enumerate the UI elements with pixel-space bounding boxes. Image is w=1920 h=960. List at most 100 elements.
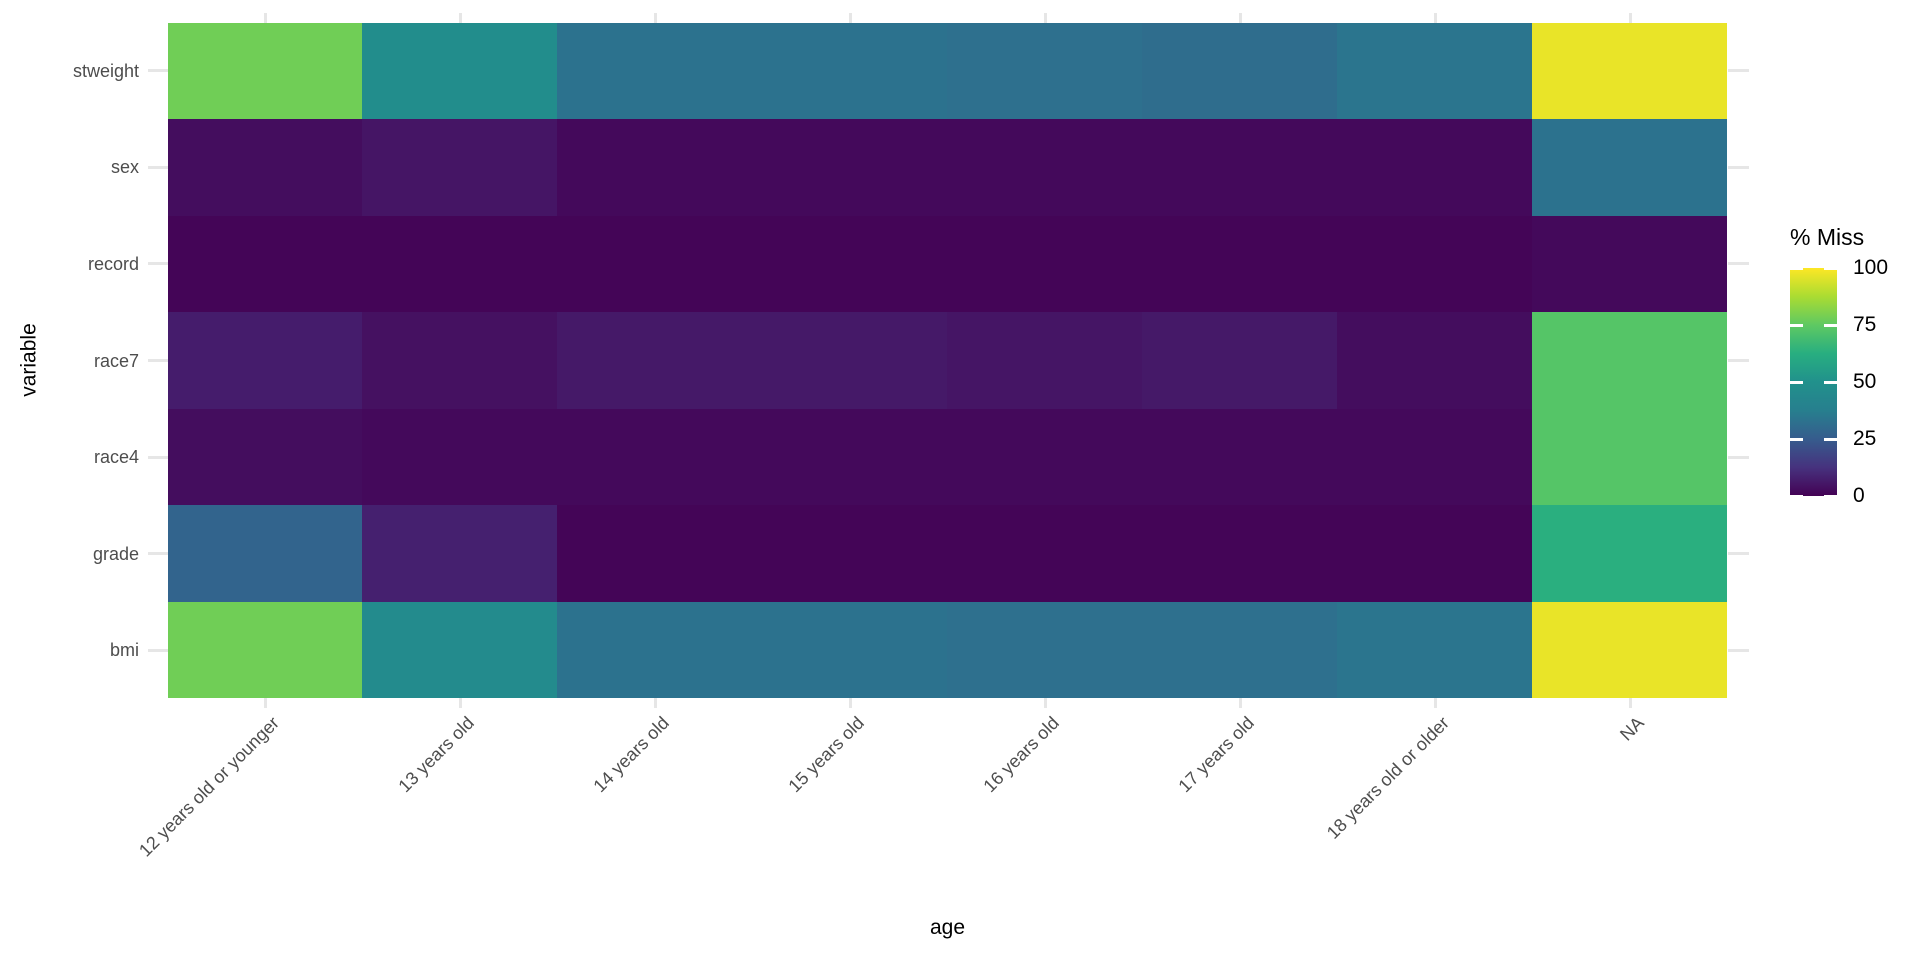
heatmap-cell bbox=[1337, 601, 1533, 699]
legend-tick-mark bbox=[1790, 323, 1803, 327]
legend-tick-mark bbox=[1790, 380, 1803, 384]
heatmap-cell bbox=[947, 312, 1143, 409]
heatmap-cell bbox=[1532, 22, 1727, 120]
x-tick-label: 17 years old bbox=[1174, 712, 1258, 797]
heatmap-cell bbox=[557, 505, 753, 602]
heatmap-cell bbox=[1142, 215, 1338, 313]
x-tick-label: 16 years old bbox=[979, 712, 1063, 797]
gridline-stub bbox=[848, 698, 852, 708]
legend-tick-mark bbox=[1790, 268, 1803, 270]
heatmap-cell bbox=[557, 215, 753, 313]
heatmap-cell bbox=[1142, 408, 1338, 506]
heatmap-cell bbox=[362, 601, 558, 699]
legend-tick-mark bbox=[1790, 437, 1803, 441]
legend-tick-label: 25 bbox=[1853, 427, 1877, 450]
x-axis-title: age bbox=[929, 916, 966, 939]
heatmap-cell bbox=[1337, 22, 1533, 120]
heatmap-cell bbox=[557, 119, 753, 216]
gridline-stub bbox=[148, 262, 168, 266]
x-tick-label: 15 years old bbox=[784, 712, 868, 797]
heatmap-cell bbox=[947, 601, 1143, 699]
heatmap-cell bbox=[1337, 408, 1533, 506]
legend-tick-mark bbox=[1824, 380, 1837, 384]
gridline-stub bbox=[263, 698, 267, 708]
heatmap-cell bbox=[362, 312, 558, 409]
x-tick-label: 13 years old bbox=[394, 712, 478, 797]
heatmap-cell bbox=[557, 601, 753, 699]
gridline-stub bbox=[1727, 552, 1749, 556]
y-tick-label: race7 bbox=[93, 350, 139, 371]
gridline-stub bbox=[1727, 359, 1749, 362]
gridline-stub bbox=[1727, 455, 1749, 459]
gridline-stub bbox=[148, 648, 168, 652]
legend-tick-mark bbox=[1824, 437, 1837, 441]
heatmap-cell bbox=[1532, 408, 1727, 506]
heatmap-cell bbox=[362, 408, 558, 506]
y-tick-label: stweight bbox=[72, 60, 139, 81]
gridline-stub bbox=[1433, 13, 1437, 23]
gridline-stub bbox=[1433, 698, 1437, 708]
heatmap-cell bbox=[752, 119, 948, 216]
heatmap-cell bbox=[557, 408, 753, 506]
heatmap-cell bbox=[167, 119, 363, 216]
heatmap-cell bbox=[167, 215, 363, 313]
gridline-stub bbox=[1727, 262, 1749, 266]
gridline-stub bbox=[148, 69, 168, 73]
y-tick-label: grade bbox=[92, 543, 139, 564]
gridline-stub bbox=[148, 455, 168, 459]
gridline-stub bbox=[1238, 13, 1242, 23]
heatmap-cell bbox=[752, 601, 948, 699]
y-tick-label: race4 bbox=[93, 447, 139, 468]
heatmap-cell bbox=[947, 408, 1143, 506]
legend-tick-mark bbox=[1824, 323, 1837, 327]
heatmap-cell bbox=[947, 22, 1143, 120]
heatmap-cell bbox=[167, 601, 363, 699]
y-tick-label: sex bbox=[110, 157, 139, 178]
heatmap-cell bbox=[1337, 505, 1533, 602]
legend-tick-label: 75 bbox=[1853, 313, 1877, 336]
gridline-stub bbox=[263, 13, 267, 23]
heatmap-cell bbox=[1142, 312, 1338, 409]
legend-tick-label: 100 bbox=[1853, 256, 1889, 279]
gridline-stub bbox=[1628, 698, 1632, 708]
heatmap-cell bbox=[557, 312, 753, 409]
heatmap-cell bbox=[1532, 505, 1727, 602]
legend-tick-mark bbox=[1790, 494, 1803, 496]
gridline-stub bbox=[1238, 698, 1242, 708]
legend-tick-label: 0 bbox=[1853, 484, 1865, 507]
heatmap-cell bbox=[167, 22, 363, 120]
heatmap-cell bbox=[1532, 312, 1727, 409]
heatmap-cell bbox=[1337, 119, 1533, 216]
heatmap-cell bbox=[947, 505, 1143, 602]
heatmap-cell bbox=[1142, 22, 1338, 120]
gridline-stub bbox=[653, 13, 657, 23]
gridline-stub bbox=[653, 698, 657, 708]
x-tick-label: NA bbox=[1616, 712, 1648, 745]
heatmap-cell bbox=[557, 22, 753, 120]
heatmap-cell bbox=[947, 215, 1143, 313]
gridline-stub bbox=[1043, 698, 1047, 708]
x-tick-label: 12 years old or younger bbox=[134, 712, 283, 861]
heatmap-cell bbox=[167, 312, 363, 409]
gridline-stub bbox=[1727, 648, 1749, 652]
heatmap-cell bbox=[947, 119, 1143, 216]
gridline-stub bbox=[458, 13, 462, 23]
heatmap-tiles bbox=[167, 22, 1727, 699]
heatmap-cell bbox=[1532, 215, 1727, 313]
gridline-stub bbox=[1727, 165, 1749, 169]
x-tick-label: 14 years old bbox=[589, 712, 673, 797]
heatmap-cell bbox=[752, 408, 948, 506]
heatmap-cell bbox=[362, 215, 558, 313]
heatmap-cell bbox=[752, 505, 948, 602]
legend-tick-label: 50 bbox=[1853, 370, 1877, 393]
heatmap-cell bbox=[1337, 215, 1533, 313]
legend-colorbar bbox=[1790, 268, 1837, 496]
legend-tick-mark bbox=[1824, 268, 1837, 270]
gridline-stub bbox=[1043, 13, 1047, 23]
gridline-stub bbox=[1628, 13, 1632, 23]
legend-tick-mark bbox=[1824, 494, 1837, 496]
y-axis-title: variable bbox=[17, 323, 41, 397]
heatmap-cell bbox=[1142, 119, 1338, 216]
heatmap-cell bbox=[752, 22, 948, 120]
